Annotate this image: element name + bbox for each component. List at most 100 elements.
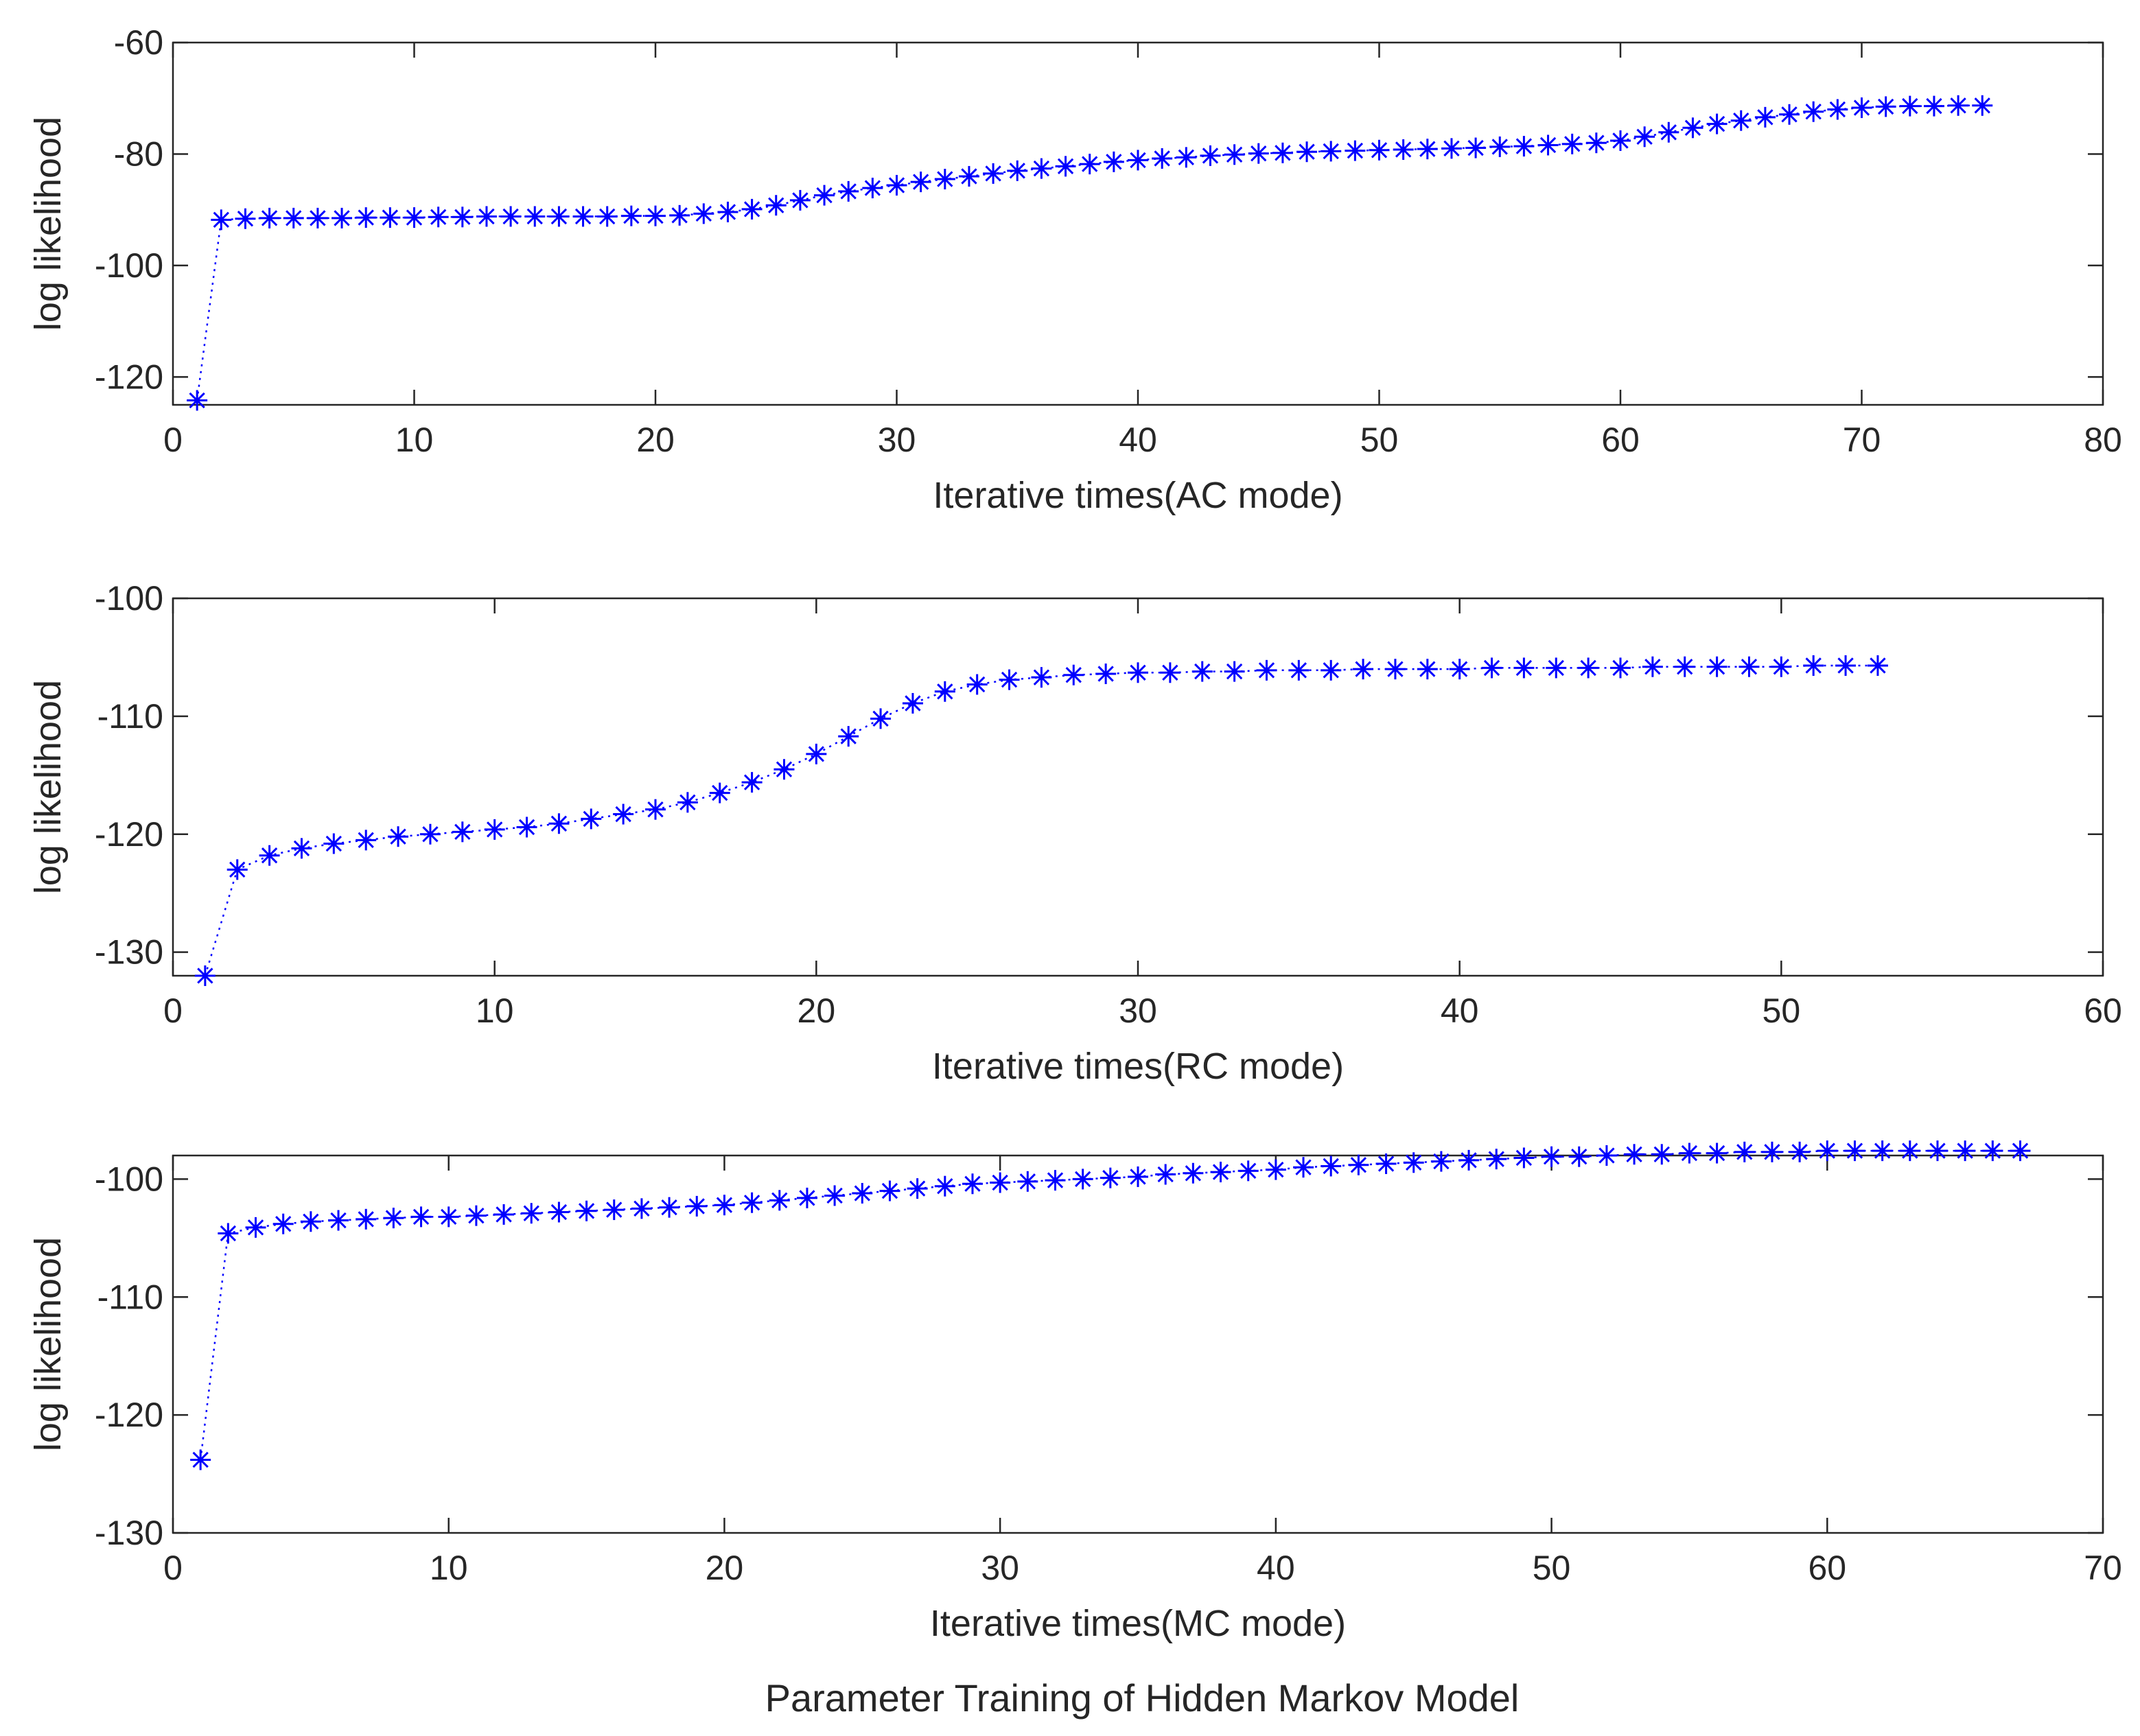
x-tick-label: 60 [1808, 1549, 1846, 1587]
data-point [1761, 1141, 1782, 1162]
data-point [1183, 1162, 1204, 1184]
data-point [1835, 655, 1857, 676]
data-point [1634, 126, 1655, 148]
data-point [966, 674, 988, 695]
data-point [1789, 1141, 1811, 1162]
data-point [934, 1175, 955, 1197]
data-point [677, 792, 698, 813]
data-point [1568, 1146, 1590, 1167]
data-point [300, 1211, 321, 1232]
data-point [669, 204, 690, 226]
data-point [1513, 1147, 1535, 1169]
data-point [476, 206, 497, 227]
data-point [194, 965, 216, 986]
data-point [1045, 1170, 1066, 1191]
data-point [1706, 113, 1728, 134]
x-axis-label: Iterative times(AC mode) [933, 475, 1342, 516]
data-point [1513, 136, 1535, 157]
data-point [1706, 656, 1728, 677]
x-tick-label: 70 [2084, 1549, 2122, 1587]
data-point [862, 178, 883, 199]
data-point [596, 206, 618, 227]
data-point [493, 1204, 515, 1225]
data-point [1256, 659, 1277, 681]
data-point [1546, 657, 1567, 679]
data-point [838, 726, 859, 747]
data-point [1321, 1156, 1342, 1177]
data-point [1851, 97, 1872, 119]
series-line [204, 664, 1878, 976]
data-point [741, 198, 763, 220]
data-point [1730, 110, 1752, 131]
data-point [886, 174, 907, 196]
data-point [356, 830, 377, 851]
data-point [1972, 95, 1993, 116]
data-point [452, 821, 473, 843]
data-point [1055, 156, 1076, 177]
data-point [572, 206, 594, 227]
x-tick-label: 70 [1843, 421, 1881, 459]
data-point [717, 201, 738, 222]
x-tick-label: 0 [163, 992, 183, 1030]
data-point [1200, 145, 1221, 166]
y-tick-label: -60 [114, 23, 163, 62]
data-point [1369, 139, 1390, 161]
data-point [1152, 148, 1173, 169]
data-point [187, 390, 208, 411]
x-tick-label: 50 [1360, 421, 1399, 459]
data-point [516, 817, 537, 838]
data-point [356, 207, 377, 228]
subplot-ac-mode: 0 10 20 30 40 50 60 70 80 -120 -100 -80 -60 Iterative… [27, 23, 2122, 516]
data-point [1513, 657, 1535, 679]
data-point [1867, 655, 1888, 676]
data-point [1541, 1146, 1562, 1167]
data-point [1875, 96, 1896, 117]
x-tick-label: 30 [981, 1549, 1019, 1587]
data-point [410, 1206, 432, 1228]
data-point [1872, 1140, 1893, 1162]
data-point [613, 804, 634, 825]
data-point [272, 1213, 294, 1234]
data-point [521, 1203, 542, 1224]
data-point [741, 772, 763, 793]
data-point [1658, 121, 1679, 143]
data-point [1103, 151, 1124, 172]
y-tick-label: -100 [95, 246, 163, 285]
data-point [1578, 657, 1599, 679]
data-point [328, 1210, 349, 1231]
x-tick-label: 40 [1119, 421, 1157, 459]
data-point [958, 165, 979, 187]
x-tick-label: 10 [395, 421, 434, 459]
x-tick-label: 40 [1441, 992, 1479, 1030]
data-point [934, 681, 955, 702]
data-point [1481, 657, 1502, 679]
data-point [404, 207, 425, 228]
data-point [211, 209, 232, 231]
figure-caption: Parameter Training of Hidden Markov Mode… [765, 1676, 1520, 1720]
data-point [235, 208, 256, 229]
data-point [879, 1180, 900, 1201]
x-tick-label: 60 [1601, 421, 1640, 459]
data-point [1923, 95, 1944, 117]
data-point [380, 207, 401, 228]
data-point [1224, 144, 1245, 165]
x-axis-label: Iterative times(MC mode) [930, 1603, 1346, 1644]
data-point [603, 1199, 625, 1221]
data-point [1779, 104, 1800, 125]
data-point [1844, 1140, 1865, 1162]
data-point [1734, 1141, 1755, 1162]
data-point [1031, 667, 1052, 688]
data-point [283, 207, 304, 228]
data-point [465, 1205, 487, 1226]
data-point [1293, 1157, 1314, 1178]
data-point [2010, 1140, 2031, 1162]
data-point [1585, 132, 1607, 154]
data-point [1128, 150, 1148, 171]
subplot-rc-mode: 0 10 20 30 40 50 60 -130 -120 -110 -100 Iterative t… [27, 579, 2122, 1087]
data-point [419, 823, 441, 845]
data-point [428, 207, 449, 228]
data-point [1017, 1171, 1038, 1192]
data-point [1079, 154, 1100, 175]
data-point [259, 845, 280, 866]
